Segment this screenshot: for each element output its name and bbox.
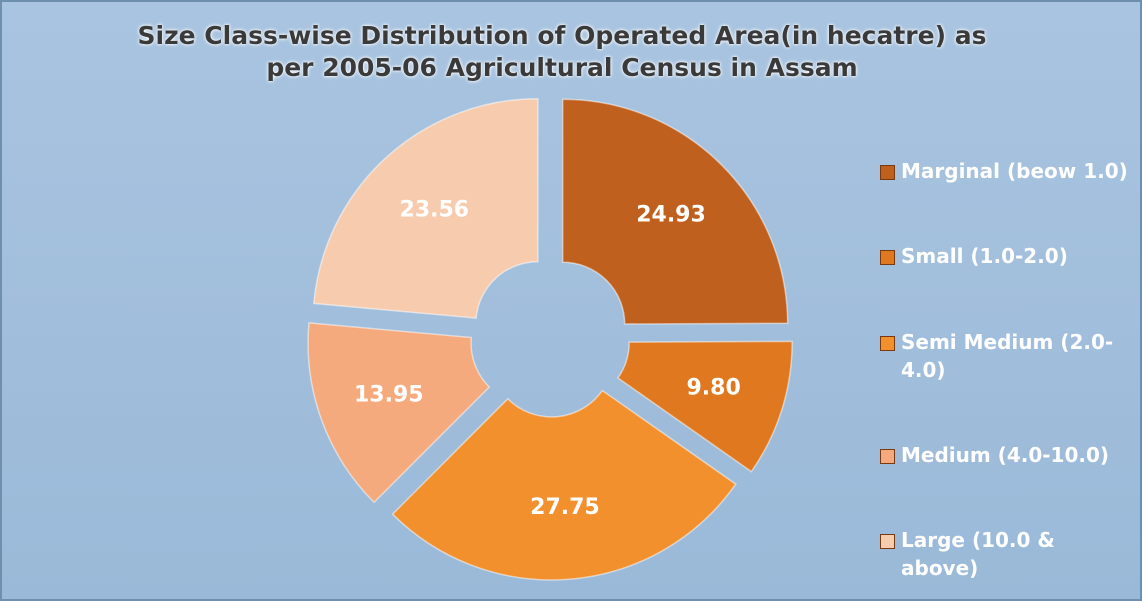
legend-label: Large (10.0 & above) (901, 528, 1055, 580)
legend-label: Marginal (beow 1.0) (901, 159, 1128, 183)
data-label: 13.95 (354, 382, 424, 407)
slice (307, 322, 491, 504)
legend: Marginal (beow 1.0) Small (1.0-2.0) Semi M… (880, 157, 1130, 582)
legend-item: Marginal (beow 1.0) (880, 157, 1130, 185)
legend-swatch (880, 335, 895, 351)
legend-item: Medium (4.0-10.0) (880, 441, 1130, 469)
slice (391, 389, 737, 581)
legend-label: Small (1.0-2.0) (901, 244, 1068, 269)
legend-swatch (880, 165, 895, 180)
legend-item: Small (1.0-2.0) (880, 242, 1130, 270)
data-label: 27.75 (530, 495, 600, 520)
legend-swatch (880, 534, 895, 549)
data-label: 9.80 (687, 375, 741, 400)
legend-swatch (880, 448, 895, 464)
legend-swatch (880, 250, 895, 266)
data-label: 23.56 (400, 197, 470, 222)
legend-item: Large (10.0 & above) (880, 526, 1130, 582)
data-label: 24.93 (636, 202, 706, 227)
legend-label: Medium (4.0-10.0) (901, 442, 1110, 467)
chart-title: Size Class-wise Distribution of Operated… (137, 21, 987, 82)
legend-item: Semi Medium (2.0-4.0) (880, 328, 1130, 384)
legend-label: Semi Medium (2.0-4.0) (901, 329, 1114, 382)
slice (561, 98, 789, 325)
slice (312, 97, 539, 319)
slice (616, 340, 793, 473)
